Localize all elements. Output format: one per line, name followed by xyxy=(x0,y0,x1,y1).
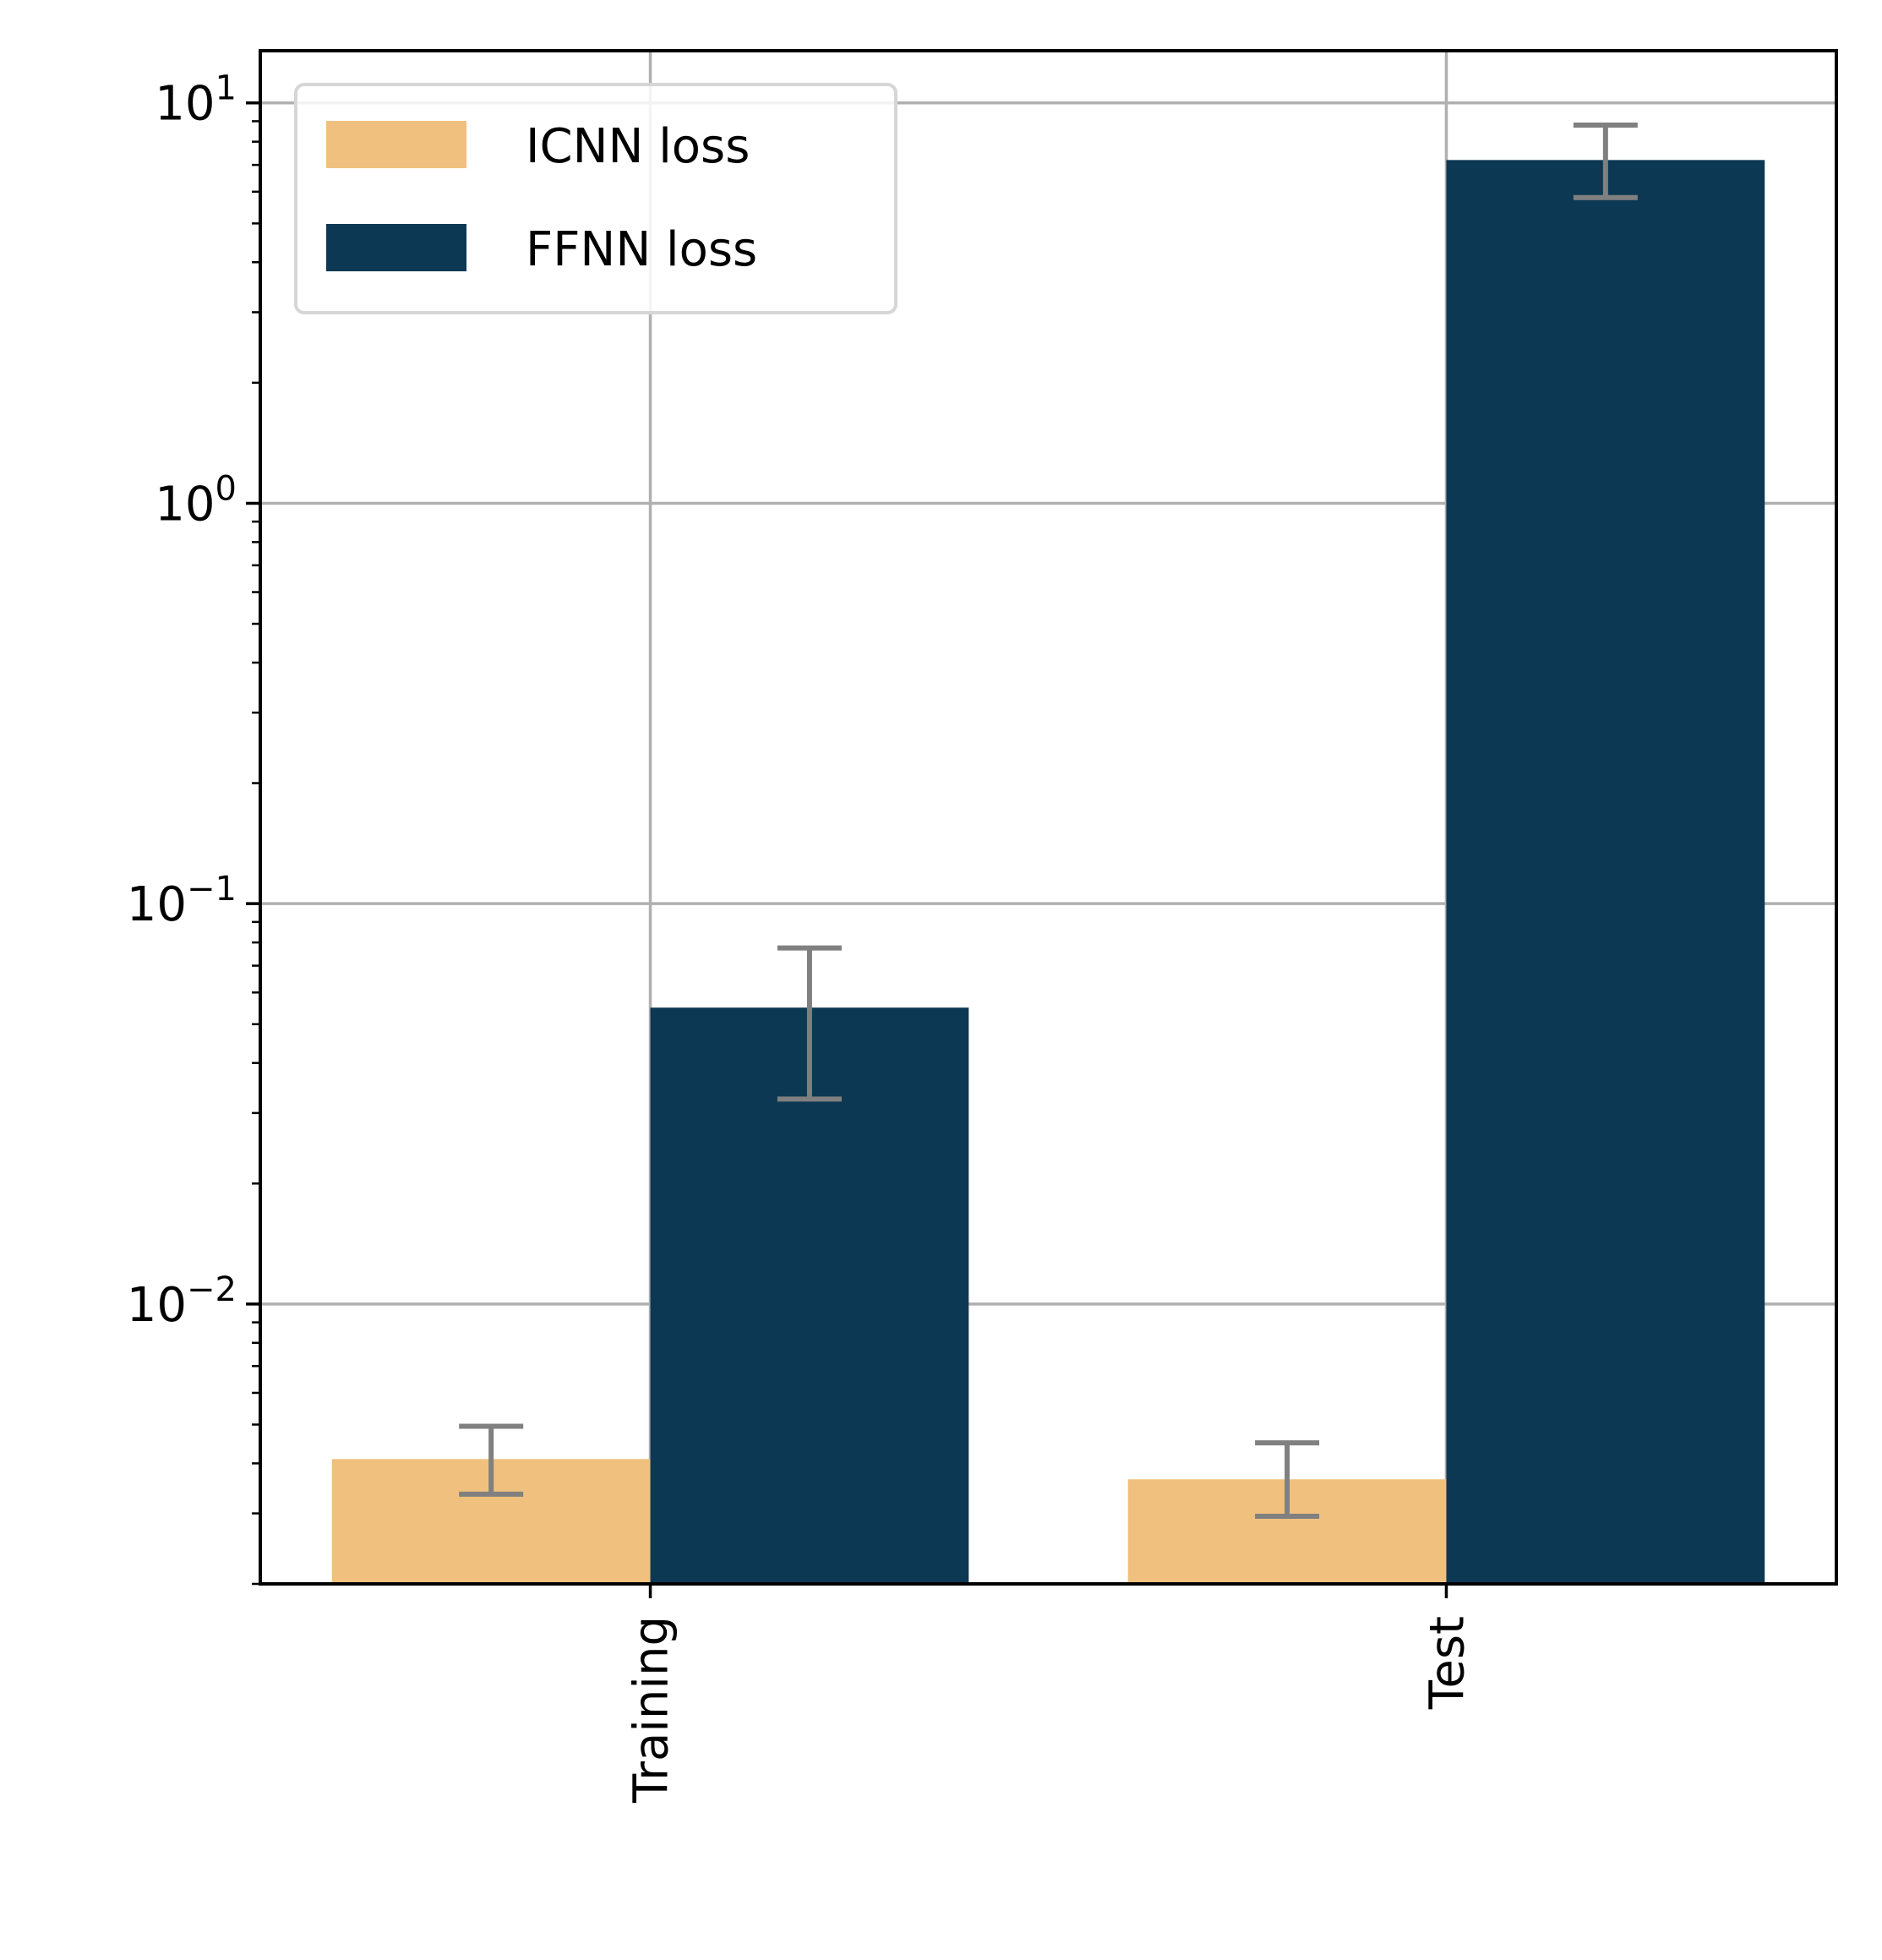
legend-swatch-0 xyxy=(326,121,466,168)
errorbar xyxy=(777,945,842,1102)
y-tick-label: 101 xyxy=(155,69,237,132)
legend-label-0: ICNN loss xyxy=(526,119,750,174)
x-tick-label-test: Test xyxy=(1420,1616,1475,1710)
errorbar xyxy=(1573,123,1638,200)
y-tick-label: 10−2 xyxy=(127,1270,237,1333)
y-tick-label: 10−1 xyxy=(127,870,237,932)
legend-swatch-1 xyxy=(326,224,466,271)
errorbar xyxy=(459,1423,524,1497)
plot-frame xyxy=(259,49,1838,1586)
y-tick-label: 100 xyxy=(155,469,237,532)
errorbar xyxy=(1255,1440,1320,1520)
bar-1-1 xyxy=(1446,160,1765,1584)
legend-label-1: FFNN loss xyxy=(526,222,757,277)
legend: ICNN loss FFNN loss xyxy=(294,83,897,314)
x-tick-label-training: Training xyxy=(625,1616,679,1804)
error-bars xyxy=(459,123,1638,1520)
bar-1-0 xyxy=(650,1007,969,1584)
x-axis: Training Test xyxy=(625,1584,1475,1804)
y-axis: 101 100 10−1 10−2 xyxy=(127,69,260,1586)
